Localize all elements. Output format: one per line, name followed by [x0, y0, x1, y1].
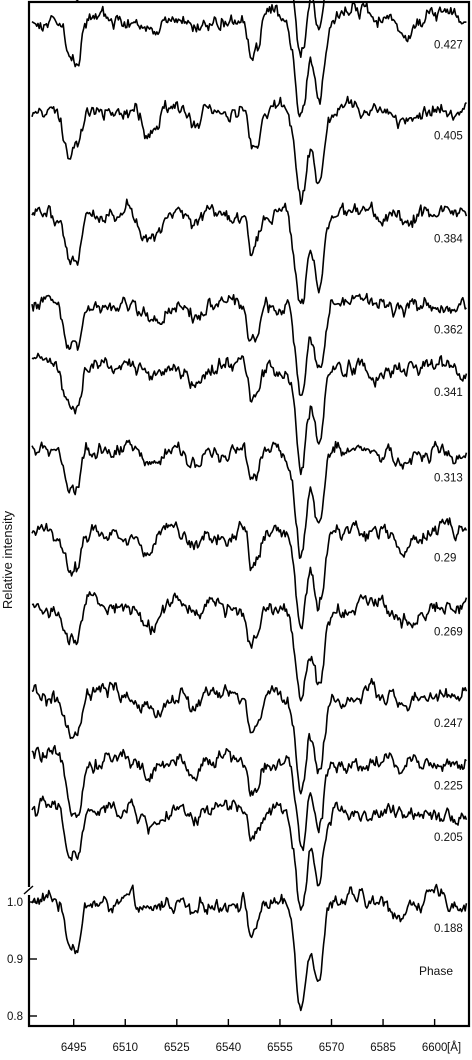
y-tick-label: 0.8: [7, 1011, 23, 1023]
spectrum-line-0.29: [31, 517, 468, 630]
plot-frame: [27, 0, 471, 1028]
spectrum-line-0.205: [31, 795, 468, 911]
x-axis-unit: [Å]: [447, 1041, 461, 1054]
phase-label: 0.405: [434, 131, 463, 143]
phase-label: 0.341: [434, 387, 463, 399]
phase-label: 0.384: [434, 233, 463, 245]
x-tick-label: 6555: [267, 1042, 293, 1054]
spectrum-line-0.225: [31, 744, 467, 852]
spectrum-line-0.384: [31, 198, 468, 305]
spectrum-line-0.405: [31, 95, 468, 205]
phase-label: 0.269: [434, 627, 463, 639]
x-tick-label: 6570: [319, 1042, 345, 1054]
y-tick-label: 0.9: [7, 954, 23, 966]
phase-label: 0.188: [434, 923, 463, 935]
spectrum-line-0.427: [31, 2, 467, 118]
x-tick-label: 6600: [422, 1042, 448, 1054]
spectrum-line-0.269: [31, 591, 468, 702]
phase-label: 0.247: [434, 718, 463, 730]
phase-label: 0.362: [434, 325, 463, 337]
x-tick-label: 6585: [370, 1042, 396, 1054]
spectrum-line-0.362: [31, 292, 467, 397]
spectrum-line-0.313: [31, 439, 468, 559]
phase-label: 0.313: [434, 473, 463, 485]
spectrum-line-0.341: [31, 352, 468, 476]
x-tick-label: 6495: [61, 1042, 87, 1054]
phase-label: 0.225: [434, 781, 463, 793]
spectrum-line-0.247: [31, 677, 468, 795]
y-axis-ticks: 1.0 0.9 0.8: [7, 897, 37, 1023]
x-axis-ticks: 6495 6510 6525 6540 6555 6570 6585 6600: [61, 1019, 448, 1054]
phase-label: 0.205: [434, 832, 463, 844]
phase-label: 0.427: [434, 40, 463, 52]
axis-break: [23, 885, 34, 895]
phase-label: 0.29: [434, 553, 456, 565]
y-axis-title: Relative intensity: [0, 510, 15, 609]
x-tick-label: 6510: [112, 1042, 138, 1054]
phase-title: Phase: [419, 964, 453, 978]
spectrum-line-0.188: [31, 883, 468, 1012]
y-tick-label: 1.0: [7, 897, 23, 909]
phase-labels: 0.188 0.205 0.225 0.247 0.269 0.29 0.313 0.341 0…: [434, 40, 463, 936]
x-tick-label: 6540: [216, 1042, 242, 1054]
spectra-curves: [31, 0, 468, 1012]
x-tick-label: 6525: [164, 1042, 190, 1054]
